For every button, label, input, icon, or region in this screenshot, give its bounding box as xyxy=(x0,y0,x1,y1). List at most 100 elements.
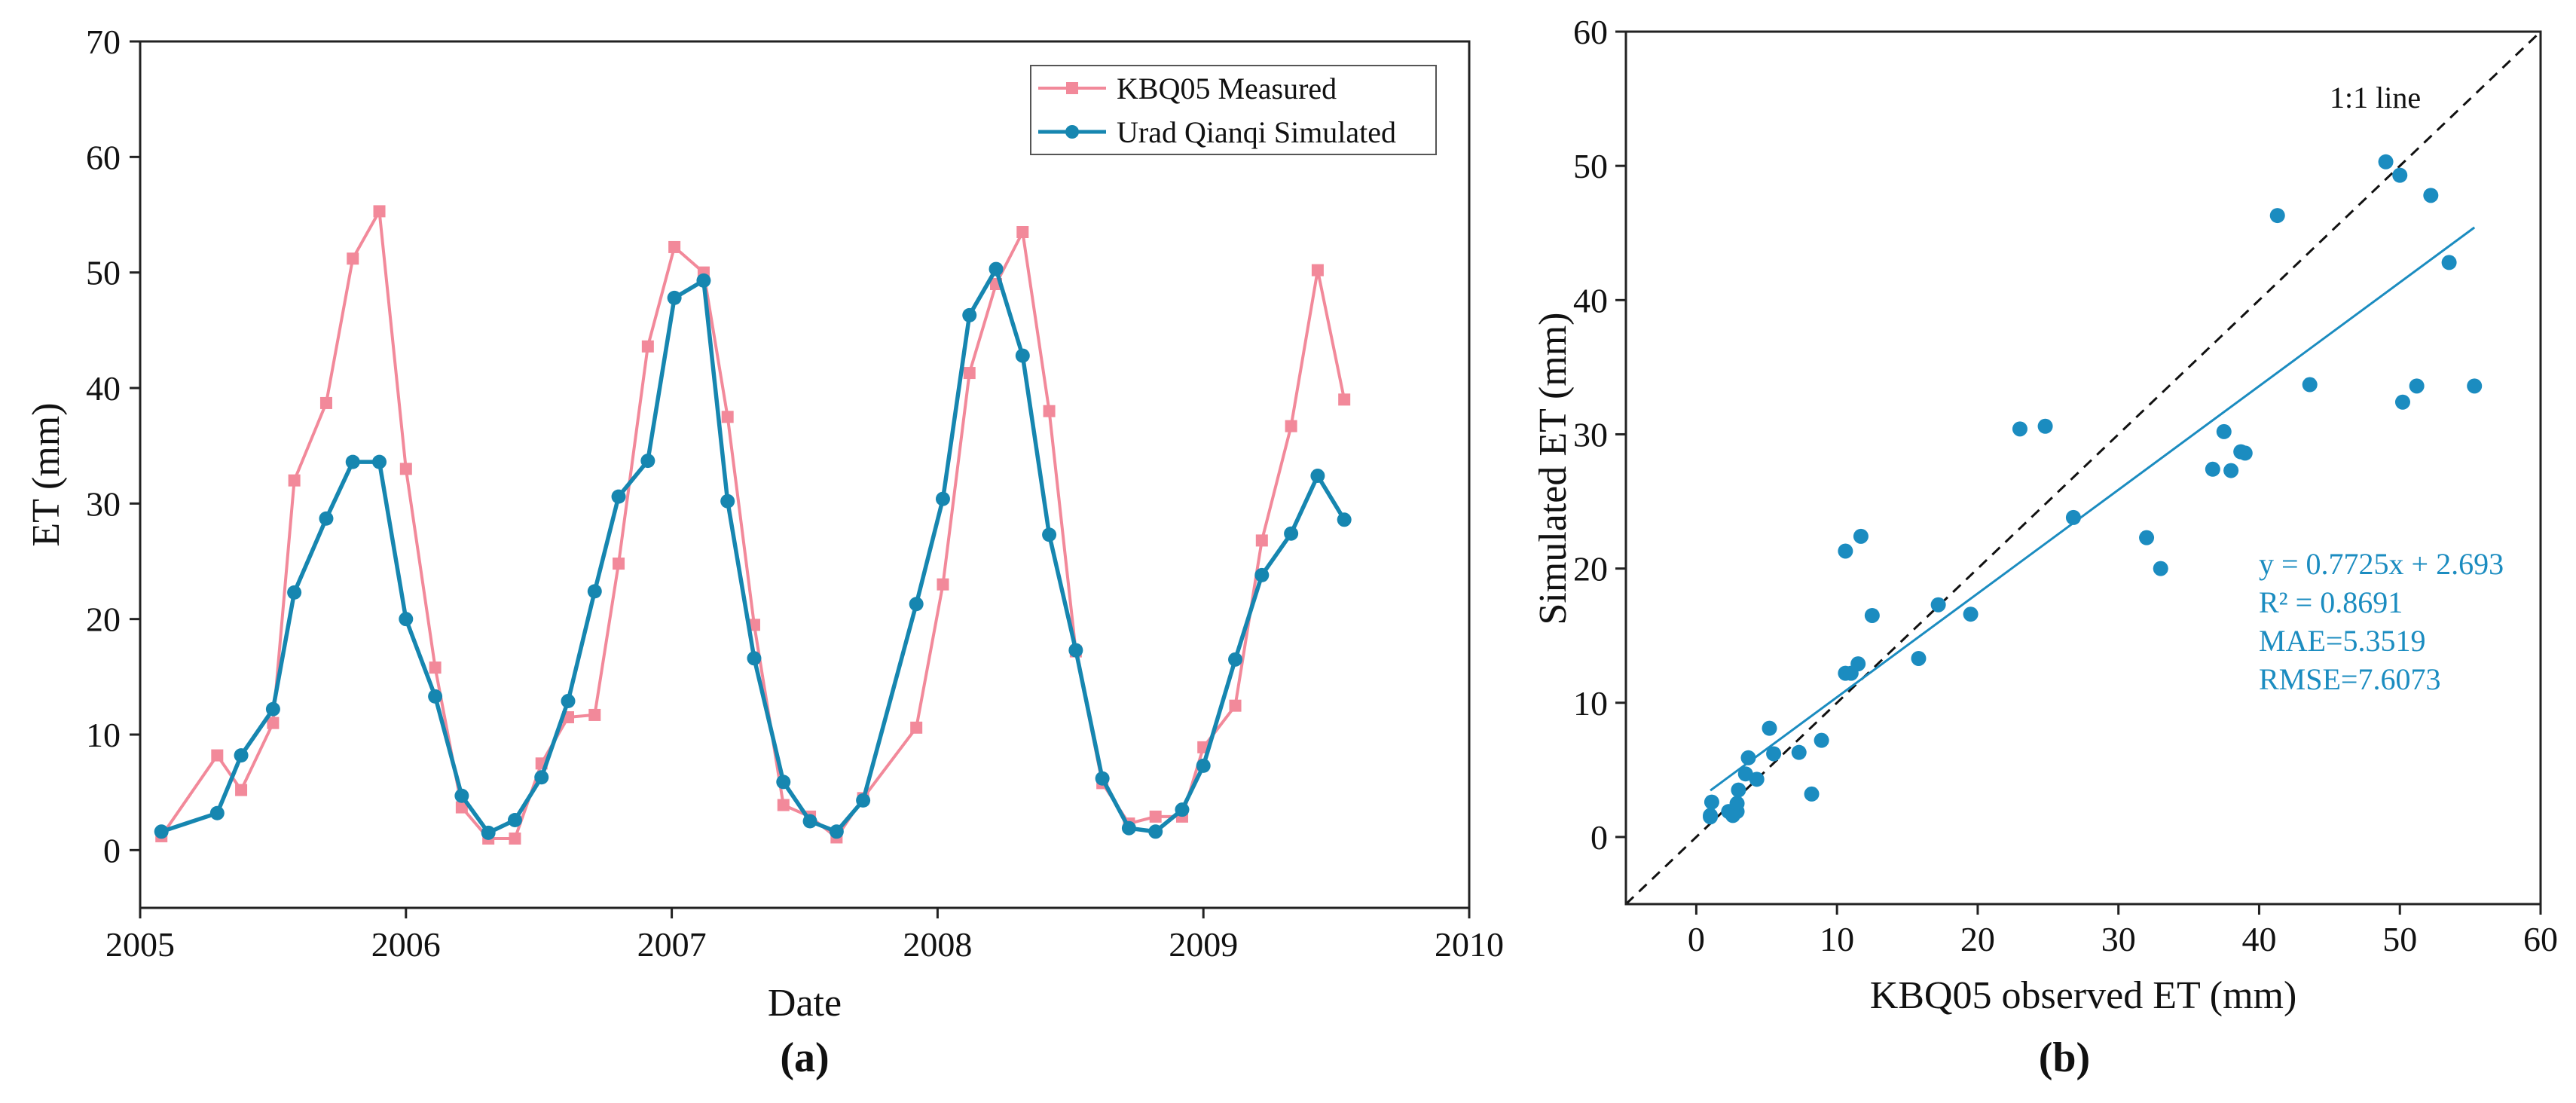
scatter-point xyxy=(1853,528,1869,544)
x-tick-label: 2005 xyxy=(105,925,175,964)
measured-point xyxy=(1043,405,1056,417)
scatter-point xyxy=(1814,732,1829,748)
simulated-point xyxy=(265,701,280,716)
measured-point xyxy=(235,784,248,796)
y-tick-label: 20 xyxy=(1573,550,1608,588)
simulated-line xyxy=(160,267,1346,836)
scatter-point xyxy=(2394,394,2410,410)
measured-point xyxy=(910,721,923,734)
scatter-point xyxy=(1749,771,1765,787)
scatter-point xyxy=(1930,597,1946,613)
y-tick-label: 30 xyxy=(86,484,121,523)
simulated-point xyxy=(399,612,414,627)
panel-a-legend: KBQ05 Measured Urad Qianqi Simulated xyxy=(1030,65,1437,155)
simulated-point xyxy=(747,651,762,666)
simulated-point xyxy=(154,824,169,839)
measured-point xyxy=(288,474,301,487)
x-tick-label: 30 xyxy=(2101,920,2136,958)
simulated-point xyxy=(507,812,522,827)
simulated-point xyxy=(1068,643,1083,658)
simulated-point xyxy=(1015,348,1030,363)
simulated-point xyxy=(696,273,711,288)
y-tick-label: 40 xyxy=(1573,281,1608,319)
simulated-point xyxy=(345,454,360,469)
measured-point xyxy=(267,716,280,729)
simulated-point xyxy=(1095,771,1110,786)
legend-simulated-marker xyxy=(1065,125,1079,139)
scatter-point xyxy=(1729,796,1745,811)
simulated-point xyxy=(802,814,817,829)
x-tick-label: 10 xyxy=(1820,920,1854,958)
measured-point xyxy=(1016,226,1029,238)
panel-b-y-axis-label: Simulated ET (mm) xyxy=(1532,313,1575,625)
simulated-point xyxy=(935,491,950,506)
scatter-point xyxy=(2409,378,2425,394)
x-tick-label: 60 xyxy=(2523,920,2558,958)
simulated-point xyxy=(1148,824,1163,839)
panel-a-y-ticks: 0 10 20 30 40 50 60 70 xyxy=(86,23,140,869)
measured-point xyxy=(347,252,359,265)
simulated-point xyxy=(640,454,655,469)
y-tick-label: 50 xyxy=(1573,147,1608,185)
legend-simulated-label: Urad Qianqi Simulated xyxy=(1117,115,1396,149)
measured-point xyxy=(1338,393,1351,406)
simulated-point xyxy=(989,261,1004,277)
measured-point xyxy=(319,396,332,409)
panel-a-plot-frame xyxy=(139,40,1471,909)
simulated-point xyxy=(720,493,735,509)
x-tick-label: 40 xyxy=(2241,920,2276,958)
scatter-point xyxy=(2269,208,2285,224)
scatter-point xyxy=(2378,154,2394,170)
simulated-point xyxy=(561,694,576,709)
scatter-point xyxy=(1731,782,1746,798)
simulated-point xyxy=(481,825,496,840)
scatter-point xyxy=(2237,445,2253,461)
y-tick-label: 0 xyxy=(1591,818,1608,857)
scatter-point xyxy=(1963,606,1979,622)
scatter-point xyxy=(1762,720,1777,736)
scatter-point xyxy=(2423,188,2439,203)
panel-b-stat-mae: MAE=5.3519 xyxy=(2259,624,2425,658)
measured-line xyxy=(160,209,1346,840)
panel-b-plot-frame xyxy=(1624,30,2542,906)
scatter-point xyxy=(2139,530,2155,545)
y-tick-label: 10 xyxy=(1573,684,1608,723)
x-tick-label: 2010 xyxy=(1435,925,1504,964)
simulated-point xyxy=(534,770,549,785)
simulated-point xyxy=(372,454,387,469)
scatter-point xyxy=(2065,509,2081,525)
x-tick-label: 50 xyxy=(2382,920,2417,958)
panel-b-y-ticks: 0 10 20 30 40 50 60 xyxy=(1573,13,1626,857)
legend-measured-label: KBQ05 Measured xyxy=(1117,72,1337,105)
panel-a-label: (a) xyxy=(780,1034,829,1081)
y-tick-label: 10 xyxy=(86,716,121,754)
measured-point xyxy=(1285,420,1297,432)
measured-point xyxy=(588,708,601,721)
simulated-point xyxy=(1310,469,1325,484)
panel-b-stats: y = 0.7725x + 2.693 R² = 0.8691 MAE=5.35… xyxy=(2259,547,2504,696)
y-tick-label: 20 xyxy=(86,600,121,639)
measured-point xyxy=(963,367,976,380)
panel-b-stat-r2: R² = 0.8691 xyxy=(2259,585,2403,619)
simulated-point xyxy=(234,748,249,763)
measured-point xyxy=(721,411,734,423)
simulated-point xyxy=(856,793,871,808)
scatter-point xyxy=(2302,377,2318,393)
panel-a-series-measured xyxy=(155,205,1351,845)
measured-point xyxy=(1255,534,1268,547)
scatter-point xyxy=(1850,656,1866,672)
y-tick-label: 0 xyxy=(103,831,121,869)
y-tick-label: 60 xyxy=(86,138,121,176)
simulated-point xyxy=(287,585,302,600)
panel-a: 2005 2006 2007 2008 2009 2010 0 10 20 30 40 50 60 70… xyxy=(25,23,1504,1081)
x-tick-label: 2008 xyxy=(903,925,972,964)
panel-b-reference-label: 1:1 line xyxy=(2330,81,2421,115)
simulated-point xyxy=(1228,652,1243,667)
y-tick-label: 70 xyxy=(86,23,121,61)
measured-point xyxy=(211,749,224,762)
simulated-point xyxy=(1254,567,1270,582)
scatter-point xyxy=(1703,809,1719,825)
measured-point xyxy=(455,801,468,814)
legend-box xyxy=(1030,65,1437,155)
